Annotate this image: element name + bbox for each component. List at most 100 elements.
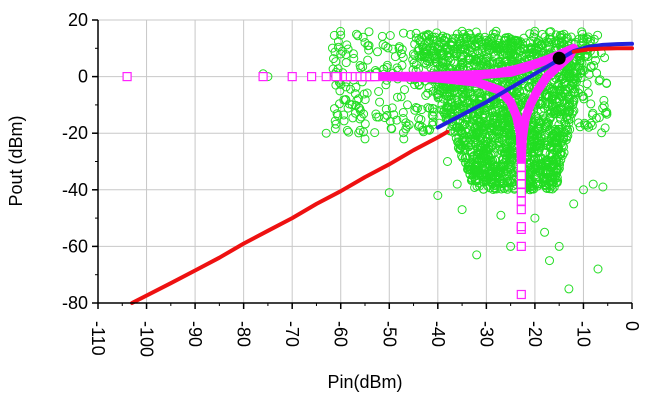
green-circle-point <box>469 137 479 147</box>
green-circle-point <box>470 157 480 167</box>
green-circle-point <box>559 74 568 84</box>
green-circle-point <box>448 34 458 44</box>
green-circle-point <box>524 49 534 59</box>
green-circle-point <box>561 125 571 135</box>
green-circle-point <box>564 284 574 294</box>
green-circle-point <box>584 69 594 79</box>
green-circle-point <box>547 100 557 109</box>
red-curve <box>571 46 634 54</box>
magenta-square-point <box>370 71 380 82</box>
green-circle-point <box>353 31 363 41</box>
green-circle-point <box>472 250 482 260</box>
green-circle-point <box>459 93 469 102</box>
green-circle-point <box>475 120 485 130</box>
magenta-square-point <box>516 162 526 172</box>
green-circle-point <box>553 132 563 142</box>
green-circle-point <box>534 116 544 126</box>
x-tick-label: -20 <box>525 321 545 347</box>
green-circle-point <box>378 40 388 50</box>
green-circle-point <box>492 171 502 181</box>
green-circle-point <box>355 114 365 124</box>
green-circle-point <box>550 160 560 170</box>
x-tick-label: -60 <box>331 321 351 347</box>
green-circle-point <box>565 105 575 115</box>
green-circle-point <box>544 159 554 168</box>
green-circle-point <box>582 79 592 89</box>
green-circle-point <box>424 83 434 93</box>
green-circle-point <box>439 105 449 115</box>
green-circle-point <box>554 96 564 106</box>
green-circle-point <box>331 57 341 67</box>
green-circle-point <box>475 143 485 153</box>
green-circle-point <box>363 55 373 65</box>
green-circle-point <box>457 205 467 215</box>
green-circle-point <box>533 136 543 146</box>
green-circle-point <box>574 118 583 128</box>
green-circle-point <box>372 112 382 122</box>
green-circle-point <box>355 104 365 114</box>
magenta-square-point <box>516 171 526 181</box>
green-circle-point <box>586 63 596 73</box>
y-tick-label: -60 <box>62 236 88 256</box>
green-circle-point <box>556 109 566 119</box>
green-circle-point <box>505 157 515 167</box>
green-circle-point <box>496 210 506 220</box>
green-circle-point <box>460 126 470 136</box>
axes <box>92 19 633 309</box>
green-circle-point <box>537 29 547 39</box>
green-circle-point <box>556 104 566 114</box>
y-tick-label: -40 <box>62 180 88 200</box>
green-circle-point <box>349 53 359 63</box>
magenta-square-point <box>516 179 526 189</box>
green-circle-point <box>392 115 402 125</box>
green-circle-point <box>579 185 588 195</box>
green-circle-point <box>404 120 414 130</box>
green-circle-point <box>385 116 395 126</box>
green-circle-point <box>418 42 428 52</box>
x-tick-label: -50 <box>379 321 399 347</box>
green-circle-point <box>333 36 343 46</box>
green-circle-point <box>387 103 397 113</box>
green-circle-point <box>536 40 545 50</box>
green-circle-point <box>594 76 604 86</box>
green-circle-point <box>475 156 485 166</box>
green-circle-point <box>343 44 353 54</box>
green-circle-point <box>535 177 544 186</box>
green-circle-point <box>583 32 593 42</box>
green-circle-point <box>525 29 535 39</box>
green-circle-point <box>534 145 544 155</box>
green-circle-point <box>449 102 459 112</box>
green-circle-point <box>382 63 392 72</box>
green-circle-point <box>469 52 478 62</box>
green-circle-point <box>579 34 589 44</box>
green-circle-point <box>469 130 479 140</box>
green-circle-point <box>487 150 497 160</box>
green-circle-point <box>411 103 421 112</box>
green-circle-point <box>600 123 610 133</box>
green-circle-point <box>598 182 608 192</box>
green-circle-point <box>506 47 516 57</box>
green-circle-point <box>471 127 481 137</box>
green-circle-point <box>342 40 352 50</box>
x-axis-title: Pin(dBm) <box>327 372 402 392</box>
green-circle-point <box>478 43 488 53</box>
green-circle-point <box>530 26 540 36</box>
magenta-square-point <box>516 188 526 198</box>
green-circle-point <box>459 138 469 148</box>
green-circle-point <box>551 171 560 181</box>
green-circle-point <box>540 123 550 133</box>
green-circle-point <box>351 82 361 92</box>
green-circle-point <box>489 124 498 133</box>
green-circle-point <box>445 88 455 98</box>
marker-layer <box>122 51 566 300</box>
x-tick-label: 0 <box>622 321 642 331</box>
x-tick-label: -110 <box>88 321 108 356</box>
green-circle-point <box>589 34 599 44</box>
x-tick-label: -80 <box>234 321 254 347</box>
green-circle-point <box>506 163 516 173</box>
green-circle-point <box>570 67 580 77</box>
green-circle-point <box>476 60 486 70</box>
green-circle-point <box>396 92 406 102</box>
x-tick-label: -90 <box>185 321 205 347</box>
green-circle-point <box>398 114 408 123</box>
